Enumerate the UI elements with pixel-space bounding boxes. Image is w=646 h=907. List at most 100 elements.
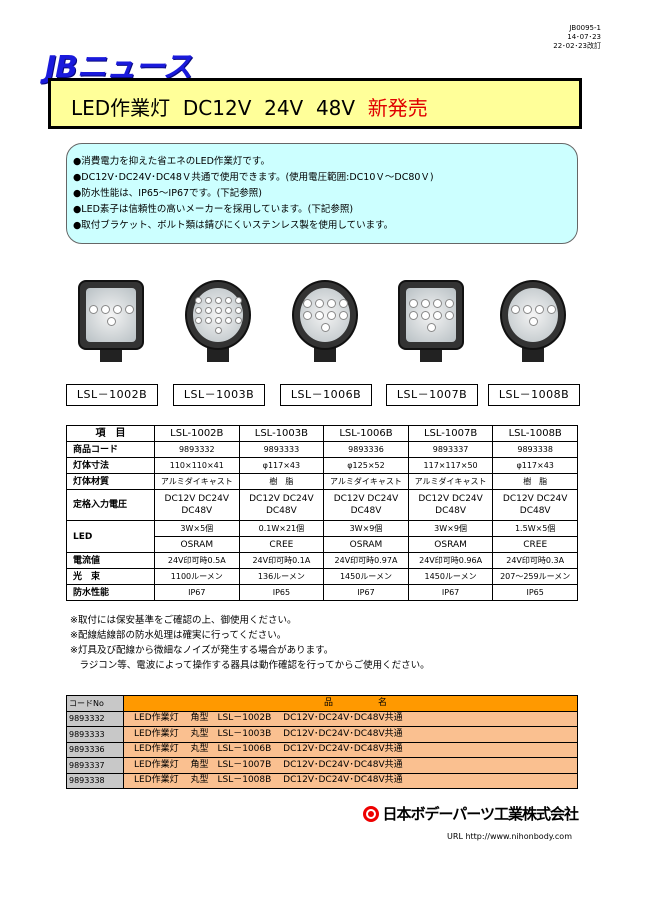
spec-cell: IP67 — [154, 584, 240, 601]
lower-content: 項 目 LSL-1002B LSL-1003B LSL-1006B LSL-1007B L… — [66, 425, 579, 842]
spec-cell: 樹 脂 — [238, 473, 325, 490]
spec-cell: 24V印可時0.5A — [154, 552, 240, 569]
table-row: 9893332 LED作業灯 角型 LSL－1002B DC12V･DC24V･D… — [66, 710, 578, 727]
doc-revised-date: 22･02･23改訂 — [553, 42, 601, 50]
spec-cell: φ117×43 — [492, 457, 578, 474]
company-url[interactable]: URL http://www.nihonbody.com — [447, 832, 572, 841]
product-image — [177, 280, 257, 365]
spec-row-ip: 防水性能 IP67 IP65 IP67 IP67 IP65 — [66, 584, 578, 601]
spec-cell: IP67 — [407, 584, 494, 601]
spec-cell: 9893337 — [407, 441, 494, 458]
table-row: 9893338 LED作業灯 丸型 LSL－1008B DC12V･DC24V･D… — [66, 772, 578, 789]
note-item: ラジコン等、電波によって操作する器具は動作確認を行ってからご使用ください。 — [70, 660, 430, 671]
spec-label: 定格入力電圧 — [66, 489, 155, 521]
spec-cell: 9893333 — [238, 441, 325, 458]
feature-list: ●消費電力を抑えた省エネのLED作業灯です。 ●DC12V･DC24V･DC48… — [66, 143, 578, 244]
title-highlight: 新発売 — [367, 96, 428, 120]
spec-cell: LSL-1008B — [492, 425, 578, 442]
spec-cell: DC12V DC24V DC48V — [238, 489, 325, 521]
title-text: LED作業灯 DC12V 24V 48V — [71, 96, 368, 120]
spec-cell: CREE — [492, 536, 578, 553]
notes: ※取付には保安基準をご確認の上、御使用ください。 ※配線結線部の防水処理は確実に… — [66, 613, 578, 673]
document-info: JB0095-1 14･07･23 22･02･23改訂 — [553, 24, 601, 51]
product-image — [70, 280, 150, 365]
table-row: 9893333 LED作業灯 丸型 LSL－1003B DC12V･DC24V･D… — [66, 726, 578, 743]
spec-label: 電流値 — [66, 552, 155, 569]
product-label: LSL－1006B — [280, 384, 372, 406]
spec-label: LED — [66, 520, 155, 553]
spec-table: 項 目 LSL-1002B LSL-1003B LSL-1006B LSL-1007B L… — [66, 425, 578, 601]
company-mark-icon — [363, 806, 380, 822]
product-code: 9893337 — [66, 757, 124, 774]
table-row: 9893336 LED作業灯 丸型 LSL－1006B DC12V･DC24V･D… — [66, 741, 578, 758]
spec-cell: 9893332 — [154, 441, 240, 458]
product-label: LSL－1003B — [173, 384, 265, 406]
spec-cell: LSL-1003B — [238, 425, 325, 442]
spec-cell: 117×117×50 — [407, 457, 494, 474]
product-label: LSL－1007B — [386, 384, 478, 406]
spec-cell: 207～259ルーメン — [492, 568, 578, 585]
spec-cell: φ125×52 — [323, 457, 409, 474]
product-code: 9893336 — [66, 741, 124, 758]
code-table-header: コードNo 品 名 — [66, 695, 578, 712]
spec-cell: アルミダイキャスト — [407, 473, 494, 490]
spec-label: 防水性能 — [66, 584, 155, 601]
spec-cell: 24V印可時0.3A — [492, 552, 578, 569]
spec-cell: 110×110×41 — [154, 457, 240, 474]
feature-item: ●DC12V･DC24V･DC48Ｖ共通で使用できます。(使用電圧範囲:DC10… — [73, 172, 434, 183]
spec-cell: 24V印可時0.1A — [238, 552, 325, 569]
spec-cell: DC12V DC24V DC48V — [407, 489, 494, 521]
product-label: LSL－1008B — [488, 384, 580, 406]
spec-row-voltage: 定格入力電圧 DC12V DC24V DC48V DC12V DC24V DC48V… — [66, 489, 578, 521]
note-item: ※灯具及び配線から微細なノイズが発生する場合があります。 — [70, 645, 334, 656]
spec-cell: LSL-1007B — [407, 425, 494, 442]
feature-item: ●防水性能は、IP65～IP67です。(下記参照) — [73, 188, 262, 199]
product-image — [284, 280, 364, 365]
spec-cell: 3W×5個 — [154, 520, 240, 537]
spec-cell: 0.1W×21個 — [238, 520, 325, 537]
note-item: ※取付には保安基準をご確認の上、御使用ください。 — [70, 615, 297, 626]
spec-cell: 136ルーメン — [238, 568, 325, 585]
product-name: LED作業灯 角型 LSL－1007B DC12V･DC24V･DC48V共通 — [123, 757, 578, 774]
spec-cell: 3W×9個 — [407, 520, 494, 537]
spec-cell: LSL-1006B — [323, 425, 409, 442]
product-code: 9893338 — [66, 772, 124, 789]
spec-cell: 24V印可時0.96A — [407, 552, 494, 569]
spec-cell: LSL-1002B — [154, 425, 240, 442]
spec-cell: 9893336 — [323, 441, 409, 458]
product-code: 9893332 — [66, 710, 124, 727]
doc-date: 14･07･23 — [567, 33, 601, 41]
spec-cell: φ117×43 — [238, 457, 325, 474]
spec-row-header: 項 目 LSL-1002B LSL-1003B LSL-1006B LSL-1007B L… — [66, 425, 578, 442]
product-code: 9893333 — [66, 726, 124, 743]
spec-label: 灯体寸法 — [66, 457, 155, 474]
spec-label: 灯体材質 — [66, 473, 155, 490]
product-name: LED作業灯 丸型 LSL－1003B DC12V･DC24V･DC48V共通 — [123, 726, 578, 743]
spec-cell: IP65 — [492, 584, 578, 601]
spec-cell: CREE — [238, 536, 325, 553]
spec-cell: 3W×9個 — [323, 520, 409, 537]
spec-cell: IP67 — [323, 584, 409, 601]
spec-cell: 樹 脂 — [492, 473, 578, 490]
feature-item: ●消費電力を抑えた省エネのLED作業灯です。 — [73, 156, 270, 167]
product-name: LED作業灯 角型 LSL－1002B DC12V･DC24V･DC48V共通 — [123, 710, 578, 727]
spec-row-lumen: 光 束 1100ルーメン 136ルーメン 1450ルーメン 1450ルーメン 207～25… — [66, 568, 578, 585]
doc-number: JB0095-1 — [569, 24, 601, 32]
code-table: コードNo 品 名 9893332 LED作業灯 角型 LSL－1002B DC12V… — [66, 695, 578, 789]
spec-cell: OSRAM — [154, 536, 240, 553]
spec-row-size: 灯体寸法 110×110×41 φ117×43 φ125×52 117×117×50 φ1… — [66, 457, 578, 474]
spec-row-led-maker: OSRAM CREE OSRAM OSRAM CREE — [67, 536, 578, 553]
product-label: LSL－1002B — [66, 384, 158, 406]
spec-cell: DC12V DC24V DC48V — [323, 489, 409, 521]
spec-row-code: 商品コード 9893332 9893333 9893336 9893337 9893338 — [66, 441, 578, 458]
spec-cell: 1450ルーメン — [323, 568, 409, 585]
product-image — [390, 280, 470, 365]
spec-label: 商品コード — [66, 441, 155, 458]
spec-cell: DC12V DC24V DC48V — [154, 489, 240, 521]
header-code: コードNo — [66, 695, 124, 712]
spec-label: 光 束 — [66, 568, 155, 585]
spec-cell: 24V印可時0.97A — [323, 552, 409, 569]
page-title: LED作業灯 DC12V 24V 48V 新発売 — [48, 78, 582, 129]
spec-cell: IP65 — [238, 584, 325, 601]
spec-row-led_count: LED 3W×5個 0.1W×21個 3W×9個 3W×9個 1.5W×5個 — [66, 520, 578, 553]
